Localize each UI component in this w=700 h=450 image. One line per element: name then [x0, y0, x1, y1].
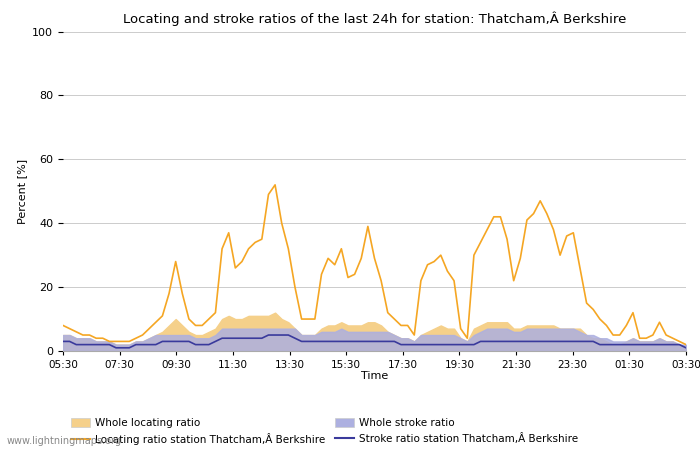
Y-axis label: Percent [%]: Percent [%]	[17, 159, 27, 224]
Title: Locating and stroke ratios of the last 24h for station: Thatcham,Â Berkshire: Locating and stroke ratios of the last 2…	[122, 12, 626, 26]
X-axis label: Time: Time	[361, 371, 388, 382]
Legend: Whole locating ratio, Locating ratio station Thatcham,Â Berkshire, Whole stroke : Whole locating ratio, Locating ratio sta…	[66, 414, 582, 450]
Text: www.lightningmaps.org: www.lightningmaps.org	[7, 436, 122, 446]
